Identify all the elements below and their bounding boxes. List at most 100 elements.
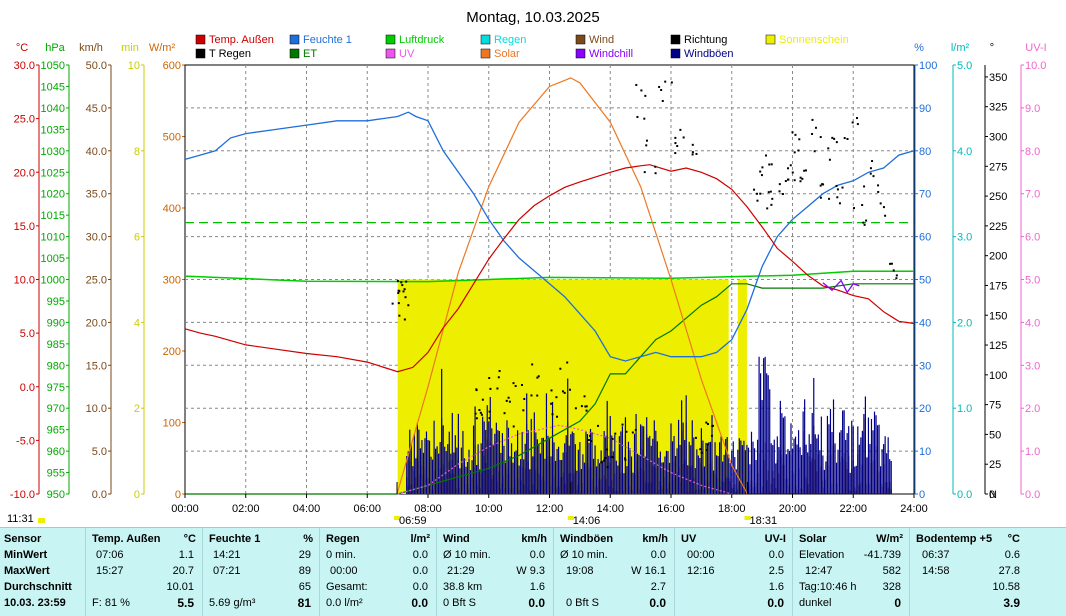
direction-dot bbox=[813, 150, 816, 153]
direction-dot bbox=[407, 304, 410, 307]
left-axis-label: -5.0 bbox=[16, 435, 35, 447]
direction-dot bbox=[561, 390, 564, 393]
direction-dot bbox=[480, 413, 483, 416]
direction-dot bbox=[654, 172, 657, 175]
direction-dot bbox=[710, 434, 713, 437]
soil-last: 3.9 bbox=[1003, 596, 1020, 610]
left-axis-label: 0.0 bbox=[20, 382, 35, 394]
table-col-uv: UV UV-I 00:00 0.0 12:16 2.5 1.6 0.0 bbox=[675, 528, 793, 616]
direction-dot bbox=[555, 396, 558, 399]
table-col-rain: Regen l/m² 0 min. 0.0 00:00 0.0 Gesamt: … bbox=[320, 528, 437, 616]
direction-dot bbox=[811, 118, 814, 121]
direction-dot bbox=[611, 437, 614, 440]
legend-swatch bbox=[765, 34, 776, 45]
direction-dot bbox=[604, 457, 607, 460]
temp-avg: 10.01 bbox=[166, 581, 194, 593]
left-axis-label: 1015 bbox=[41, 210, 65, 222]
left-axis-label: 0 bbox=[134, 489, 140, 501]
direction-dot bbox=[791, 131, 794, 134]
right-axis-label: 0.0 bbox=[957, 489, 972, 501]
direction-dot bbox=[895, 277, 898, 280]
direction-dot bbox=[789, 164, 792, 167]
right-axis-label: 1.0 bbox=[957, 403, 972, 415]
gust-avg: 2.7 bbox=[650, 581, 666, 593]
right-axis-unit: % bbox=[914, 42, 924, 54]
x-axis-label: 10:00 bbox=[475, 503, 503, 515]
humidity-max-time: 07:21 bbox=[213, 565, 241, 577]
legend-label: Richtung bbox=[684, 34, 727, 46]
left-axis-label: 35.0 bbox=[86, 189, 107, 201]
legend-swatch bbox=[670, 34, 681, 45]
left-axis-label: 100 bbox=[163, 418, 181, 430]
solar-unit: W/m² bbox=[876, 533, 903, 545]
soil-min: 0.6 bbox=[1004, 549, 1020, 561]
wind-title: Wind bbox=[443, 533, 470, 545]
direction-dot bbox=[551, 413, 554, 416]
direction-dot bbox=[475, 388, 478, 391]
direction-dot bbox=[706, 423, 709, 426]
summary-table: Sensor MinWert MaxWert Durchschnitt 10.0… bbox=[0, 527, 1066, 616]
right-axis-label: 200 bbox=[989, 251, 1007, 263]
direction-dot bbox=[585, 409, 588, 412]
direction-dot bbox=[478, 409, 481, 412]
right-axis-unit: l/m² bbox=[951, 42, 970, 54]
direction-dot bbox=[852, 207, 855, 210]
right-axis-label: 5.0 bbox=[957, 60, 972, 72]
solar-last: 0 bbox=[894, 596, 901, 610]
legend-swatch bbox=[385, 48, 396, 59]
legend-label: Solar bbox=[494, 48, 520, 60]
right-axis-label: 10 bbox=[919, 446, 931, 458]
direction-dot bbox=[636, 115, 639, 118]
solar-min: -41.739 bbox=[863, 549, 901, 561]
direction-dot bbox=[402, 290, 405, 293]
right-axis-label: 20 bbox=[919, 403, 931, 415]
wind-max-time: 21:29 bbox=[447, 565, 475, 577]
legend-label: Regen bbox=[494, 34, 526, 46]
direction-dot bbox=[550, 402, 553, 405]
direction-dot bbox=[481, 398, 484, 401]
right-axis-label: 100 bbox=[989, 370, 1007, 382]
soil-max-time: 14:58 bbox=[922, 565, 950, 577]
direction-dot bbox=[537, 375, 540, 378]
solar-title: Solar bbox=[799, 533, 827, 545]
direction-dot bbox=[643, 171, 646, 174]
direction-dot bbox=[877, 184, 880, 187]
direction-dot bbox=[884, 214, 887, 217]
direction-dot bbox=[861, 204, 864, 207]
left-axis-label: 6 bbox=[134, 232, 140, 244]
direction-dot bbox=[682, 136, 685, 139]
rain-last: 0.0 bbox=[411, 596, 428, 610]
direction-dot bbox=[760, 174, 763, 177]
legend-label: ET bbox=[303, 48, 317, 60]
direction-dot bbox=[869, 167, 872, 170]
direction-dot bbox=[585, 405, 588, 408]
left-axis-unit: °C bbox=[16, 42, 28, 54]
left-axis-label: 960 bbox=[47, 446, 65, 458]
temp-min-time: 07:06 bbox=[96, 549, 124, 561]
legend-label: Windböen bbox=[684, 48, 734, 60]
soil-title: Bodentemp +5 bbox=[916, 533, 993, 545]
left-axis-label: 20.0 bbox=[86, 317, 107, 329]
right-axis-label: 125 bbox=[989, 340, 1007, 352]
left-axis-label: 25.0 bbox=[14, 114, 35, 126]
row-min: MinWert bbox=[4, 549, 48, 561]
direction-dot bbox=[580, 405, 583, 408]
direction-dot bbox=[828, 158, 831, 161]
right-axis-label: 3.0 bbox=[957, 232, 972, 244]
x-axis-label: 12:00 bbox=[536, 503, 564, 515]
direction-dot bbox=[643, 117, 646, 120]
gust-last: 0.0 bbox=[649, 596, 666, 610]
direction-dot bbox=[664, 80, 667, 83]
direction-dot bbox=[759, 170, 762, 173]
direction-dot bbox=[536, 376, 539, 379]
direction-dot bbox=[679, 128, 682, 131]
direction-dot bbox=[587, 439, 590, 442]
temp-unit: °C bbox=[183, 533, 196, 545]
legend-swatch bbox=[575, 34, 586, 45]
uv-min: 0.0 bbox=[768, 549, 784, 561]
direction-dot bbox=[787, 167, 790, 170]
direction-dot bbox=[855, 117, 858, 120]
right-axis-label: 275 bbox=[989, 161, 1007, 173]
row-sensor: Sensor bbox=[4, 533, 42, 545]
direction-dot bbox=[396, 280, 399, 283]
